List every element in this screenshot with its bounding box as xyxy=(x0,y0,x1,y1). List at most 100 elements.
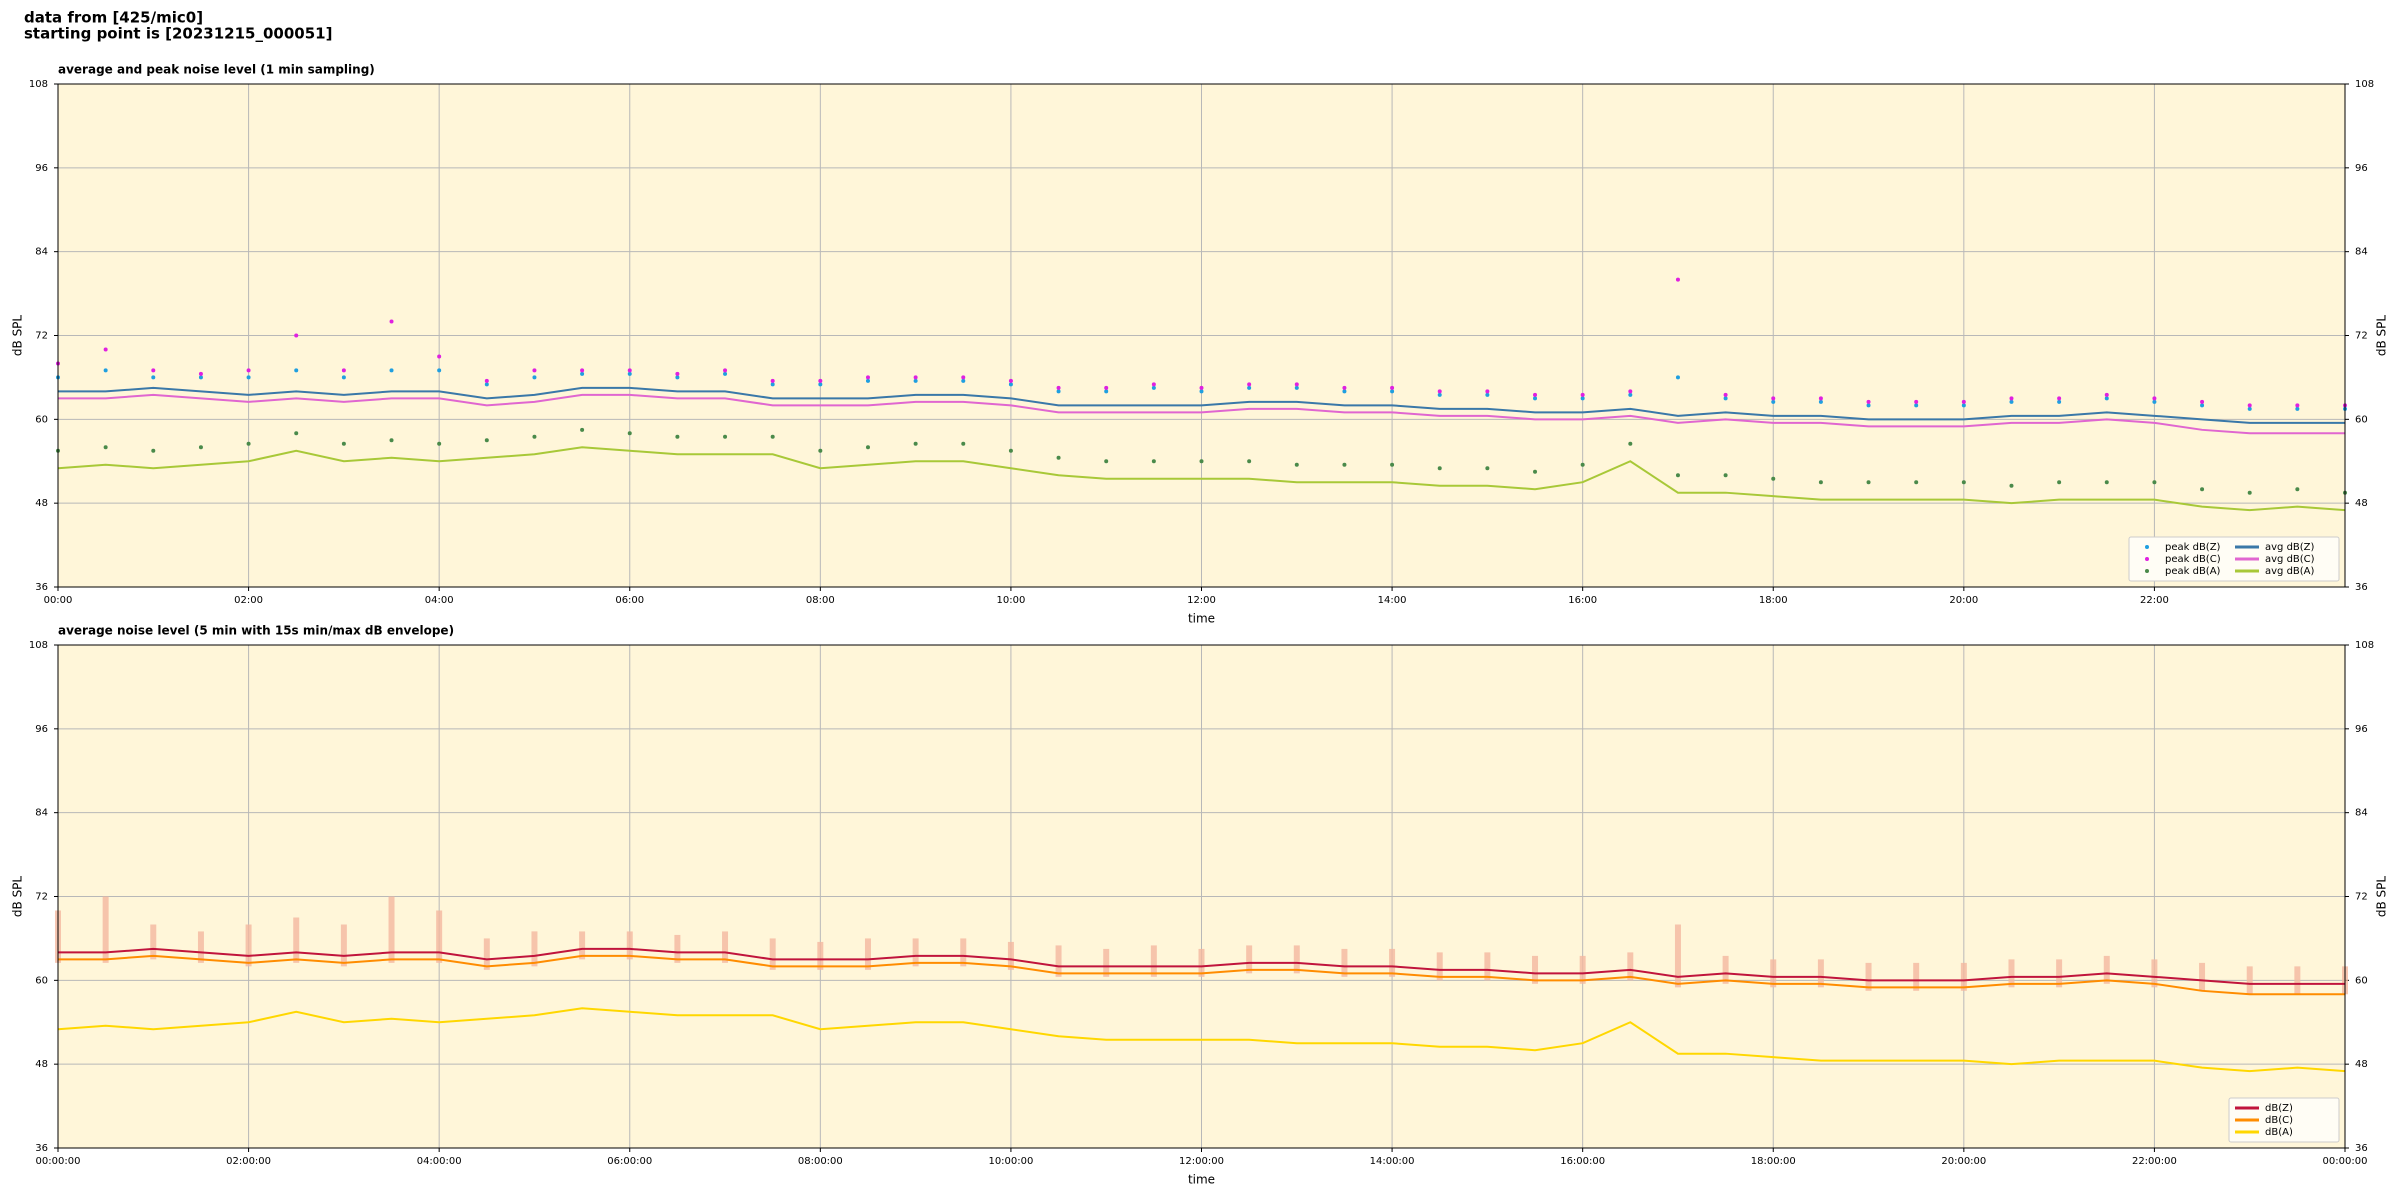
peak-dot xyxy=(2104,396,2109,401)
peak-dot xyxy=(1437,389,1442,394)
y-tick-label: 72 xyxy=(35,892,48,903)
y-tick-label-right: 84 xyxy=(2355,247,2368,258)
peak-dot xyxy=(1866,403,1871,408)
peak-dot xyxy=(580,427,585,432)
peak-dot xyxy=(1914,403,1919,408)
peak-dot xyxy=(2152,480,2157,485)
peak-dot xyxy=(818,382,823,387)
peak-dot xyxy=(1723,473,1728,478)
x-tick-label: 16:00:00 xyxy=(1560,1156,1605,1167)
peak-dot xyxy=(1390,462,1395,467)
x-tick-label: 22:00:00 xyxy=(2132,1156,2177,1167)
y-axis-label: dB SPL xyxy=(11,876,25,918)
peak-dot xyxy=(1342,385,1347,390)
peak-dot xyxy=(1818,480,1823,485)
chart-title: average and peak noise level (1 min samp… xyxy=(58,63,375,77)
peak-dot xyxy=(2057,396,2062,401)
y-tick-label: 108 xyxy=(29,640,48,651)
peak-dot xyxy=(484,438,489,443)
peak-dot xyxy=(1199,389,1204,394)
y-tick-label: 60 xyxy=(35,975,48,986)
x-tick-label: 18:00:00 xyxy=(1751,1156,1796,1167)
peak-dot xyxy=(246,375,251,380)
x-tick-label: 02:00:00 xyxy=(226,1156,271,1167)
header-line2: starting point is [20231215_000051] xyxy=(24,25,332,43)
y-tick-label-right: 48 xyxy=(2355,1059,2368,1070)
peak-dot xyxy=(1675,473,1680,478)
x-tick-label: 10:00 xyxy=(997,595,1026,606)
y-tick-label-right: 72 xyxy=(2355,892,2368,903)
peak-dot xyxy=(627,431,632,436)
peak-dot xyxy=(1342,389,1347,394)
peak-dot xyxy=(2247,490,2252,495)
peak-dot xyxy=(1104,385,1109,390)
peak-dot xyxy=(580,368,585,373)
y-tick-label: 48 xyxy=(35,1059,48,1070)
peak-dot xyxy=(1961,399,1966,404)
peak-dot xyxy=(627,371,632,376)
peak-dot xyxy=(151,375,156,380)
y-tick-label-right: 60 xyxy=(2355,414,2368,425)
peak-dot xyxy=(1342,462,1347,467)
peak-dot xyxy=(770,434,775,439)
plot-frame xyxy=(57,644,2346,1149)
y-tick-label-right: 108 xyxy=(2355,79,2374,90)
peak-dot xyxy=(1247,459,1252,464)
peak-dot xyxy=(675,371,680,376)
peak-dot xyxy=(103,445,108,450)
x-tick-label: 08:00 xyxy=(806,595,835,606)
peak-dot xyxy=(2200,487,2205,492)
peak-dot xyxy=(1771,476,1776,481)
peak-dot xyxy=(723,368,728,373)
peak-dot xyxy=(532,375,537,380)
peak-dot xyxy=(961,441,966,446)
peak-dot xyxy=(103,347,108,352)
peak-dot xyxy=(2295,487,2300,492)
peak-dot xyxy=(1390,389,1395,394)
y-tick-label-right: 96 xyxy=(2355,724,2368,735)
peak-dot xyxy=(341,441,346,446)
x-axis-label: time xyxy=(1188,1173,1215,1187)
peak-dot xyxy=(1151,459,1156,464)
peak-dot xyxy=(103,368,108,373)
peak-dot xyxy=(723,371,728,376)
peak-dot xyxy=(1151,382,1156,387)
peak-dot xyxy=(1104,459,1109,464)
y-tick-label: 108 xyxy=(29,79,48,90)
peak-dot xyxy=(2009,399,2014,404)
peak-dot xyxy=(865,375,870,380)
legend-label: avg dB(A) xyxy=(2265,566,2315,577)
x-tick-label: 20:00 xyxy=(1949,595,1978,606)
peak-dot xyxy=(961,375,966,380)
peak-dot xyxy=(1866,480,1871,485)
y-tick-label-right: 84 xyxy=(2355,808,2368,819)
series-line xyxy=(58,386,2345,424)
legend-marker xyxy=(2145,569,2149,573)
legend-label: peak dB(Z) xyxy=(2165,542,2221,553)
series-line xyxy=(58,954,2345,996)
peak-dot xyxy=(2152,399,2157,404)
header-line1: data from [425/mic0] xyxy=(24,9,203,27)
y-tick-label-right: 48 xyxy=(2355,498,2368,509)
peak-dot xyxy=(151,448,156,453)
peak-dot xyxy=(198,375,203,380)
chart-title: average noise level (5 min with 15s min/… xyxy=(58,624,454,638)
peak-dot xyxy=(1056,389,1061,394)
peak-dot xyxy=(1723,392,1728,397)
peak-dot xyxy=(1771,396,1776,401)
peak-dot xyxy=(1294,382,1299,387)
x-tick-label: 06:00:00 xyxy=(607,1156,652,1167)
y-tick-label: 96 xyxy=(35,163,48,174)
peak-dot xyxy=(2295,403,2300,408)
peak-dot xyxy=(913,375,918,380)
peak-dot xyxy=(1247,385,1252,390)
peak-dot xyxy=(2200,399,2205,404)
peak-dot xyxy=(1914,480,1919,485)
peak-dot xyxy=(1723,396,1728,401)
x-tick-label: 16:00 xyxy=(1568,595,1597,606)
peak-dot xyxy=(1533,396,1538,401)
peak-dot xyxy=(770,378,775,383)
x-tick-label: 06:00 xyxy=(615,595,644,606)
peak-dot xyxy=(1294,462,1299,467)
series-line xyxy=(58,393,2345,435)
